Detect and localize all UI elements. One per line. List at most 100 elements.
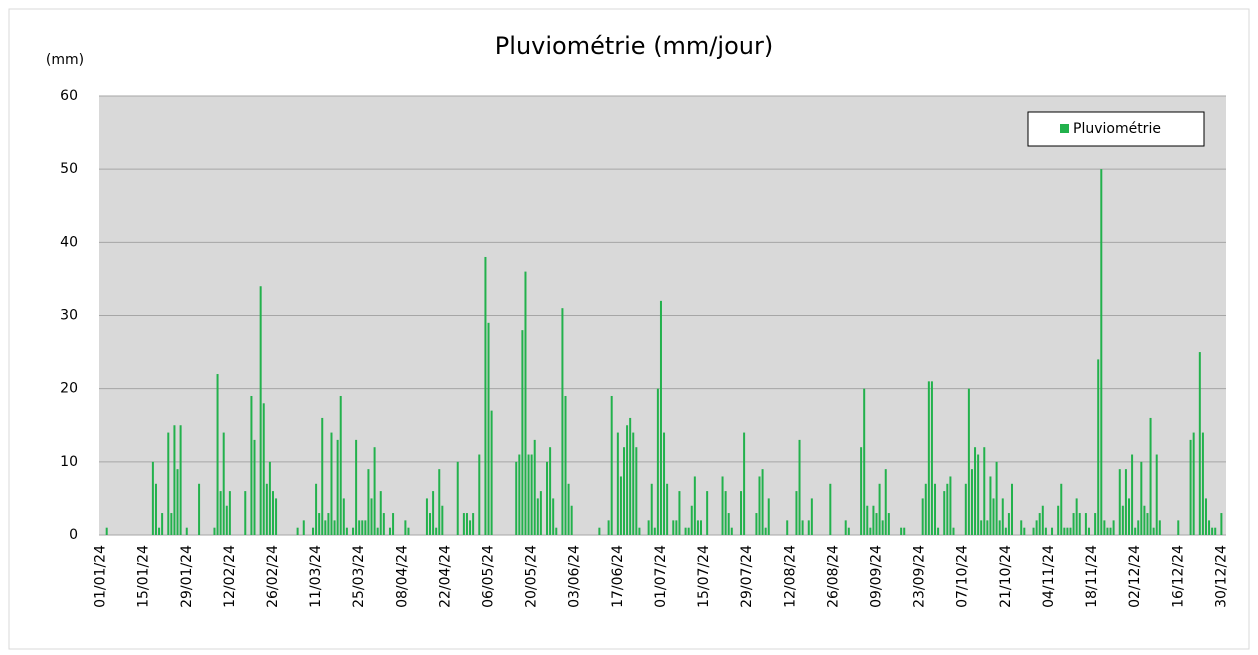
x-tick-label: 20/05/24 xyxy=(524,545,540,608)
bar xyxy=(653,527,656,535)
bar xyxy=(884,469,887,535)
bar xyxy=(1051,527,1054,535)
bar xyxy=(937,527,940,535)
bar xyxy=(656,388,659,535)
bar xyxy=(484,256,487,535)
bar xyxy=(1094,513,1097,535)
bar xyxy=(758,476,761,535)
bar xyxy=(1137,520,1140,535)
bar xyxy=(693,476,696,535)
bar xyxy=(213,527,216,535)
bar xyxy=(198,483,201,535)
bar xyxy=(623,447,626,535)
bar xyxy=(392,513,395,535)
bar xyxy=(533,439,536,535)
bar xyxy=(321,417,324,535)
bar xyxy=(1075,498,1078,535)
bar xyxy=(844,520,847,535)
bar xyxy=(259,286,262,535)
bar xyxy=(1020,520,1023,535)
bar xyxy=(690,505,693,535)
bar xyxy=(1198,352,1201,535)
bar xyxy=(974,447,977,535)
bar xyxy=(404,520,407,535)
bar xyxy=(1149,417,1152,535)
bar xyxy=(696,520,699,535)
bar xyxy=(564,395,567,535)
y-axis-label: (mm) xyxy=(46,52,84,68)
bar xyxy=(755,513,758,535)
bar xyxy=(977,454,980,535)
bar xyxy=(339,395,342,535)
x-tick-label: 22/04/24 xyxy=(437,545,453,608)
bar xyxy=(216,374,219,535)
bar xyxy=(983,447,986,535)
bar xyxy=(1004,527,1007,535)
bar xyxy=(881,520,884,535)
bar xyxy=(724,491,727,535)
bar xyxy=(367,469,370,535)
bar xyxy=(1084,513,1087,535)
bar xyxy=(1007,513,1010,535)
bar xyxy=(318,513,321,535)
bar xyxy=(1131,454,1134,535)
bar xyxy=(441,505,444,535)
bar xyxy=(105,527,108,535)
bar xyxy=(1063,527,1066,535)
bar xyxy=(663,432,666,535)
bar xyxy=(518,454,521,535)
bar xyxy=(425,498,428,535)
bar xyxy=(767,498,770,535)
bar xyxy=(167,432,170,535)
bar xyxy=(632,432,635,535)
bar xyxy=(730,527,733,535)
bar xyxy=(635,447,638,535)
bar xyxy=(706,491,709,535)
bar xyxy=(478,454,481,535)
bar xyxy=(1208,520,1211,535)
bar xyxy=(927,381,930,535)
bar xyxy=(555,527,558,535)
bar xyxy=(952,527,955,535)
bar xyxy=(786,520,789,535)
bar xyxy=(370,498,373,535)
bar xyxy=(943,491,946,535)
bar xyxy=(921,498,924,535)
bar xyxy=(324,520,327,535)
bar xyxy=(358,520,361,535)
bar xyxy=(1001,498,1004,535)
bar xyxy=(1072,513,1075,535)
bar xyxy=(536,498,539,535)
bar xyxy=(872,505,875,535)
bar xyxy=(866,505,869,535)
x-tick-label: 15/01/24 xyxy=(136,545,152,608)
bar xyxy=(610,395,613,535)
bar xyxy=(345,527,348,535)
bar xyxy=(598,527,601,535)
bar xyxy=(1220,513,1223,535)
bar xyxy=(561,308,564,535)
legend-swatch xyxy=(1060,124,1069,133)
bar xyxy=(161,513,164,535)
bar xyxy=(607,520,610,535)
bar xyxy=(250,395,253,535)
bar xyxy=(527,454,530,535)
x-tick-label: 09/09/24 xyxy=(869,545,885,608)
x-tick-label: 29/01/24 xyxy=(179,545,195,608)
bar xyxy=(1060,483,1063,535)
bar xyxy=(336,439,339,535)
x-tick-label: 11/03/24 xyxy=(308,545,324,608)
bar xyxy=(810,498,813,535)
bar xyxy=(1128,498,1131,535)
bar xyxy=(1124,469,1127,535)
legend-box xyxy=(1027,111,1205,147)
bar xyxy=(429,513,432,535)
bar xyxy=(1158,520,1161,535)
bar xyxy=(275,498,278,535)
bar xyxy=(1069,527,1072,535)
bar xyxy=(315,483,318,535)
bar xyxy=(1038,513,1041,535)
bar xyxy=(185,527,188,535)
bar xyxy=(379,491,382,535)
